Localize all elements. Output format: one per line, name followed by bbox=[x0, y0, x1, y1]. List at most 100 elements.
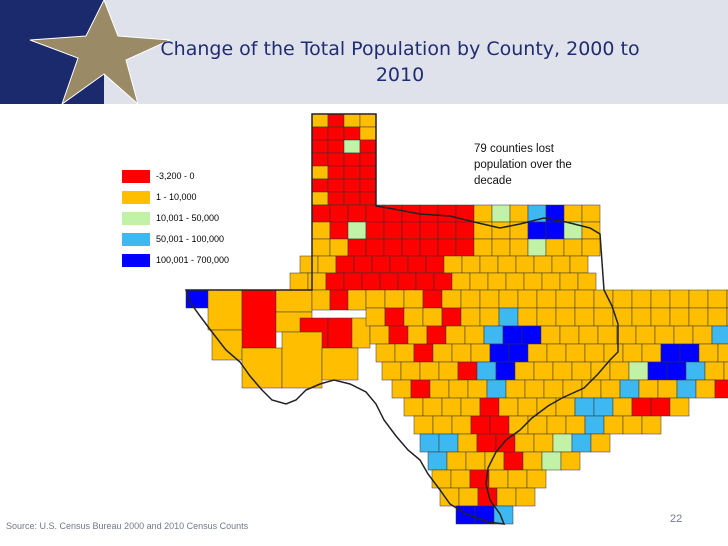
county bbox=[612, 397, 633, 417]
county bbox=[669, 397, 690, 417]
county bbox=[609, 361, 630, 381]
county bbox=[521, 325, 542, 345]
county bbox=[517, 397, 538, 417]
county bbox=[359, 178, 377, 193]
county bbox=[289, 272, 309, 291]
county bbox=[343, 139, 361, 154]
map-annotation: 79 counties lost population over the dec… bbox=[474, 141, 624, 189]
county bbox=[597, 325, 618, 345]
county bbox=[325, 272, 345, 291]
county bbox=[460, 289, 481, 309]
county bbox=[491, 221, 511, 240]
county bbox=[311, 165, 329, 180]
county bbox=[650, 397, 671, 417]
county bbox=[509, 204, 529, 223]
county bbox=[381, 361, 402, 381]
county bbox=[353, 255, 373, 274]
county bbox=[533, 255, 553, 274]
county bbox=[631, 289, 652, 309]
county bbox=[311, 191, 329, 206]
county bbox=[401, 238, 421, 257]
county bbox=[540, 325, 561, 345]
county bbox=[329, 204, 349, 223]
county bbox=[359, 113, 377, 128]
county-layer bbox=[185, 113, 728, 525]
county bbox=[479, 289, 500, 309]
county bbox=[508, 343, 529, 363]
county bbox=[523, 272, 543, 291]
county bbox=[422, 397, 443, 417]
county bbox=[527, 343, 548, 363]
county bbox=[487, 272, 507, 291]
county bbox=[574, 289, 595, 309]
county bbox=[517, 289, 538, 309]
legend-label: 100,001 - 700,000 bbox=[156, 255, 230, 265]
county bbox=[335, 255, 355, 274]
county bbox=[311, 204, 331, 223]
county bbox=[524, 379, 545, 399]
county bbox=[431, 469, 452, 489]
county bbox=[714, 379, 728, 399]
county bbox=[241, 347, 283, 389]
county bbox=[211, 329, 243, 361]
county bbox=[498, 289, 519, 309]
county bbox=[389, 255, 409, 274]
county bbox=[365, 238, 385, 257]
county bbox=[461, 255, 481, 274]
county bbox=[498, 397, 519, 417]
county bbox=[403, 289, 424, 309]
county bbox=[560, 451, 581, 471]
county bbox=[311, 152, 329, 167]
county bbox=[407, 255, 427, 274]
county bbox=[441, 307, 462, 327]
county bbox=[359, 152, 377, 167]
county bbox=[563, 204, 583, 223]
texas-outline bbox=[184, 113, 619, 525]
county bbox=[437, 238, 457, 257]
county bbox=[717, 343, 728, 363]
county bbox=[311, 178, 329, 193]
county bbox=[425, 255, 445, 274]
county bbox=[593, 397, 614, 417]
county bbox=[391, 379, 412, 399]
title-line-1: Change of the Total Population by County… bbox=[160, 38, 640, 60]
county bbox=[581, 379, 602, 399]
county bbox=[467, 379, 488, 399]
county bbox=[384, 289, 405, 309]
county bbox=[669, 289, 690, 309]
county bbox=[660, 343, 681, 363]
county bbox=[441, 397, 462, 417]
county bbox=[327, 126, 345, 141]
county bbox=[676, 379, 697, 399]
county bbox=[343, 178, 361, 193]
county bbox=[600, 379, 621, 399]
county bbox=[517, 307, 538, 327]
county bbox=[321, 347, 359, 381]
source-note: Source: U.S. Census Bureau 2000 and 2010… bbox=[6, 521, 249, 531]
county bbox=[413, 343, 434, 363]
county bbox=[552, 433, 573, 453]
county bbox=[422, 307, 443, 327]
county bbox=[541, 451, 562, 471]
county bbox=[311, 113, 329, 128]
county bbox=[327, 152, 345, 167]
county bbox=[343, 272, 363, 291]
county bbox=[593, 307, 614, 327]
county bbox=[383, 221, 403, 240]
county bbox=[473, 238, 493, 257]
county bbox=[407, 325, 428, 345]
county bbox=[522, 451, 543, 471]
county bbox=[311, 221, 331, 240]
county bbox=[347, 289, 367, 311]
county bbox=[470, 343, 491, 363]
county bbox=[647, 361, 668, 381]
county bbox=[505, 272, 525, 291]
county bbox=[679, 343, 700, 363]
page-title: Change of the Total Population by County… bbox=[150, 36, 650, 88]
county bbox=[507, 469, 528, 489]
county bbox=[327, 139, 345, 154]
county bbox=[415, 272, 435, 291]
county bbox=[359, 139, 377, 154]
county bbox=[612, 289, 633, 309]
county bbox=[551, 255, 571, 274]
